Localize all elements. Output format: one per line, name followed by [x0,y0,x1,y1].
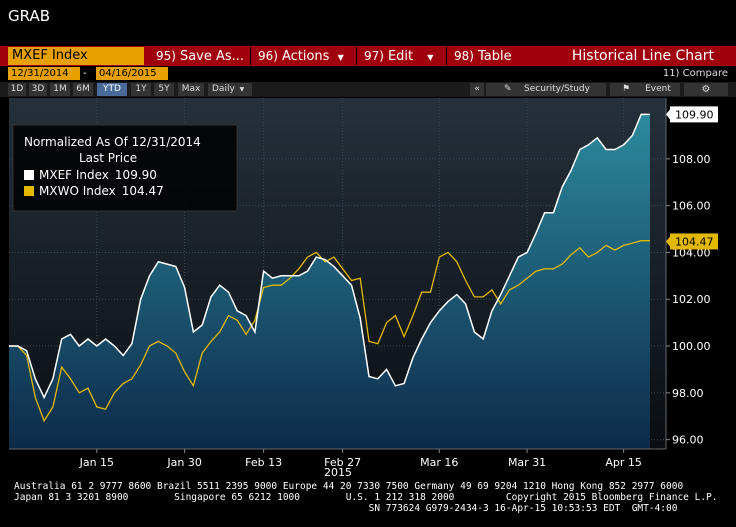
x-tick-label: Feb 13 [245,456,282,469]
mxef-line [9,113,650,400]
last-value-pointer [666,109,670,120]
y-tick-label: 104.00 [672,246,711,259]
edit-dropdown-icon: ▼ [427,53,434,62]
view-title: Historical Line Chart [571,48,714,64]
footer-line-2: Japan 81 3 3201 8900 Singapore 65 6212 1… [14,492,718,503]
start-date-field[interactable]: 12/31/2014 [8,67,80,80]
legend-entry-mxef: MXEF Index 109.90 [39,168,157,182]
edit-number: 97) [364,49,384,63]
save-as-button[interactable]: 95) Save As... [156,47,244,65]
collapse-button[interactable]: « [470,83,484,96]
period-1m-button[interactable]: 1M [50,83,70,96]
legend-box [12,124,238,212]
gear-icon: ⚙ [701,84,711,95]
footer-line-1: Australia 61 2 9777 8600 Brazil 5511 239… [14,481,684,492]
toolbar-divider [250,47,251,65]
table-label: Table [477,49,512,64]
last-value-box [670,106,718,123]
last-value-labels: 109.90 104.47 [666,106,718,250]
x-tick-label: Mar 16 [420,456,458,469]
period-1y-button[interactable]: 1Y [131,83,151,96]
compare-button[interactable]: 11) Compare [662,68,728,79]
table-number: 98) [454,49,474,63]
security-study-button[interactable]: ✎ Security/Study [486,83,606,96]
mxef-area-fill [9,114,650,450]
table-button[interactable]: 98) Table [454,47,512,65]
y-tick-label: 98.00 [672,387,704,400]
x-tick-label: Mar 31 [508,456,546,469]
last-value-pointer [666,236,670,247]
legend-swatch-mxef [24,170,34,180]
legend: Normalized As Of 12/31/2014 Last Price M… [12,124,238,212]
x-tick-label: Feb 27 [324,456,361,469]
y-tick-label: 100.00 [672,340,711,353]
screen-title: GRAB [8,7,50,25]
actions-dropdown-icon: ▼ [337,53,344,62]
settings-button[interactable]: ⚙ [684,83,728,96]
toolbar-divider [356,47,357,65]
date-separator: - [83,68,87,79]
y-tick-label: 106.00 [672,200,711,213]
frequency-dropdown[interactable]: Daily ▼ [208,83,252,96]
y-tick-label: 108.00 [672,153,711,166]
period-6m-button[interactable]: 6M [73,83,93,96]
actions-number: 96) [258,49,278,63]
y-tick-label: 102.00 [672,293,711,306]
legend-swatch-mxwo [24,186,34,196]
event-label: Event [645,84,671,94]
period-ytd-button[interactable]: YTD [97,83,127,96]
edit-label: Edit [387,49,414,64]
frequency-dropdown-icon: ▼ [239,86,245,93]
x-tick-label: Jan 15 [79,456,114,469]
event-button[interactable]: ⚑ Event [610,83,680,96]
edit-button[interactable]: 97) Edit ▼ [364,47,433,65]
y-ticks: 96.00 98.00 100.00 102.00 104.00 106.00 108.00 [666,153,711,447]
legend-entry-mxwo: MXWO Index 104.47 [39,184,164,198]
x-tick-label: Jan 30 [166,456,201,469]
x-ticks: Jan 15 Jan 30 Feb 13 Feb 27 Mar 16 Mar 31 Apr … [79,449,642,469]
y-tick-label: 96.00 [672,434,704,447]
x-year-label: 2015 [324,466,352,479]
period-3d-button[interactable]: 3D [29,83,47,96]
last-value-box [670,233,718,250]
x-tick-label: Apr 15 [605,456,642,469]
frequency-label: Daily [212,84,235,94]
toolbar-divider [446,47,447,65]
actions-button[interactable]: 96) Actions ▼ [258,47,344,65]
last-value-label: 104.47 [675,235,714,248]
footer-line-3: SN 773624 G979-2434-3 16-Apr-15 10:53:53… [14,503,678,514]
last-value-label: 109.90 [675,108,714,121]
save-as-number: 95) [156,49,176,63]
pen-icon: ✎ [504,84,512,94]
security-study-label: Security/Study [524,84,590,94]
toolbar [0,46,736,66]
flag-icon: ⚑ [622,84,631,94]
end-date-field[interactable]: 04/16/2015 [96,67,168,80]
ticker-field[interactable]: MXEF Index [8,47,144,65]
period-max-button[interactable]: Max [178,83,204,96]
period-5y-button[interactable]: 5Y [154,83,174,96]
actions-label: Actions [281,49,330,64]
save-as-label: Save As... [179,49,245,64]
mxwo-line [9,240,650,423]
legend-subtitle: Last Price [79,151,137,165]
period-1d-button[interactable]: 1D [8,83,26,96]
legend-title: Normalized As Of 12/31/2014 [24,135,201,149]
